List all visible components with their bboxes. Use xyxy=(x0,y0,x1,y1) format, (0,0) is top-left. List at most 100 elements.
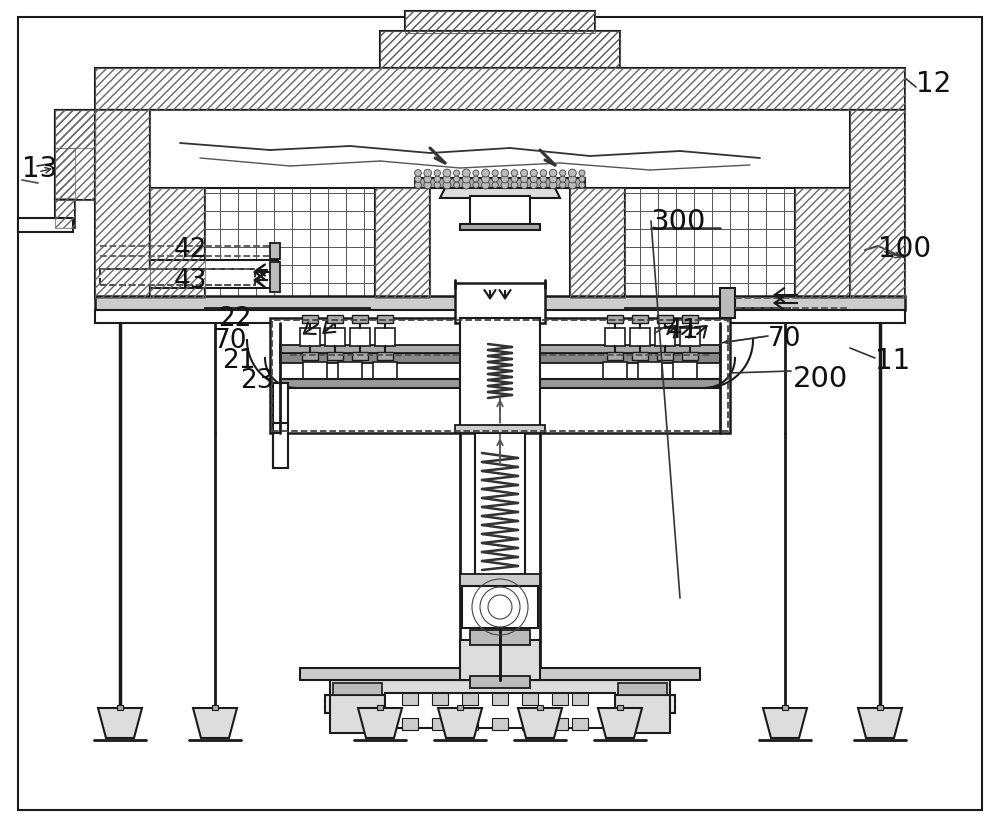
Circle shape xyxy=(560,171,566,177)
Bar xyxy=(460,575,540,588)
Text: 11: 11 xyxy=(875,347,910,374)
Bar xyxy=(273,383,288,428)
Circle shape xyxy=(424,182,431,190)
Polygon shape xyxy=(150,189,205,299)
Bar xyxy=(377,353,393,360)
Circle shape xyxy=(482,170,489,178)
Bar xyxy=(617,705,623,710)
Circle shape xyxy=(434,171,440,177)
Circle shape xyxy=(521,176,528,183)
Bar xyxy=(603,363,627,381)
Polygon shape xyxy=(570,189,625,299)
Bar xyxy=(95,296,905,310)
Bar xyxy=(552,693,568,705)
Polygon shape xyxy=(193,708,237,738)
Circle shape xyxy=(345,712,369,736)
Bar xyxy=(325,696,675,713)
Circle shape xyxy=(501,182,509,190)
Circle shape xyxy=(473,177,479,183)
Bar xyxy=(380,32,620,69)
Bar xyxy=(327,353,343,360)
Bar xyxy=(572,693,588,705)
Polygon shape xyxy=(858,708,902,738)
Text: 13: 13 xyxy=(22,155,57,183)
Polygon shape xyxy=(55,111,95,149)
Bar xyxy=(18,219,73,233)
Circle shape xyxy=(482,182,489,190)
Bar xyxy=(402,693,418,705)
Circle shape xyxy=(549,170,557,177)
Bar xyxy=(373,363,397,381)
Polygon shape xyxy=(55,149,75,199)
Circle shape xyxy=(415,176,421,183)
Bar xyxy=(657,353,673,360)
Text: 23: 23 xyxy=(240,368,274,393)
Bar xyxy=(607,315,623,324)
Bar xyxy=(280,379,475,388)
Text: 70: 70 xyxy=(214,328,248,354)
Bar xyxy=(205,309,370,316)
Polygon shape xyxy=(850,111,905,299)
Bar xyxy=(572,718,588,730)
Circle shape xyxy=(511,171,518,177)
Text: 300: 300 xyxy=(651,208,706,236)
Circle shape xyxy=(530,176,537,183)
Bar xyxy=(475,434,525,578)
Circle shape xyxy=(549,176,557,184)
Text: 70: 70 xyxy=(768,325,802,352)
Bar xyxy=(455,426,545,434)
Bar xyxy=(552,718,568,730)
Circle shape xyxy=(540,182,547,189)
Bar xyxy=(522,718,538,730)
Bar xyxy=(457,705,463,710)
Bar xyxy=(150,261,278,272)
Circle shape xyxy=(443,182,451,190)
Polygon shape xyxy=(55,200,75,229)
Bar xyxy=(472,321,488,344)
Bar xyxy=(618,683,667,696)
Bar xyxy=(270,243,280,260)
Bar xyxy=(377,315,393,324)
Bar xyxy=(352,315,368,324)
Bar xyxy=(525,379,720,388)
Bar xyxy=(273,423,288,469)
Bar xyxy=(512,321,528,344)
Bar xyxy=(455,284,545,324)
Text: 22: 22 xyxy=(218,306,252,331)
Circle shape xyxy=(579,171,585,177)
Circle shape xyxy=(454,183,460,189)
Circle shape xyxy=(462,176,470,184)
Circle shape xyxy=(579,183,585,189)
Polygon shape xyxy=(795,189,850,299)
Circle shape xyxy=(462,170,470,178)
Polygon shape xyxy=(440,189,560,199)
Bar xyxy=(522,693,538,705)
Bar xyxy=(302,353,318,360)
Circle shape xyxy=(424,170,431,177)
Circle shape xyxy=(549,182,557,190)
Text: 200: 200 xyxy=(793,364,848,392)
Bar xyxy=(655,329,675,347)
Bar xyxy=(117,705,123,710)
Bar xyxy=(327,315,343,324)
Bar xyxy=(350,329,370,347)
Bar xyxy=(680,329,700,347)
Circle shape xyxy=(492,171,498,177)
Bar xyxy=(280,354,720,363)
Circle shape xyxy=(568,182,576,190)
Bar xyxy=(638,363,662,381)
Circle shape xyxy=(560,176,566,183)
Circle shape xyxy=(579,176,585,183)
Bar xyxy=(405,12,595,34)
Bar xyxy=(430,189,570,299)
Circle shape xyxy=(521,171,528,177)
Circle shape xyxy=(511,182,518,189)
Bar xyxy=(415,179,585,189)
Polygon shape xyxy=(375,189,430,299)
Bar xyxy=(270,319,730,434)
Bar xyxy=(462,693,478,705)
Text: 100: 100 xyxy=(878,234,931,262)
Bar xyxy=(205,189,375,299)
Circle shape xyxy=(415,182,421,189)
Text: 21: 21 xyxy=(222,348,256,373)
